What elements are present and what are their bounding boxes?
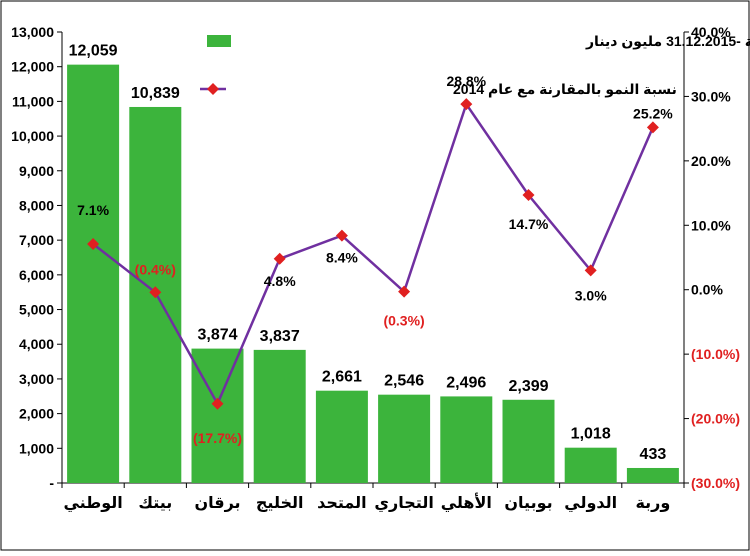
growth-line: [92, 101, 655, 407]
line-value-label: (17.7%): [193, 430, 242, 446]
bar-value-label: 433: [640, 446, 667, 463]
bar: [67, 64, 120, 484]
x-tick-label: الدولي: [564, 495, 617, 513]
y-right-tick-label: 10.0%: [691, 217, 731, 233]
legend-bar-label: قاعدة ودائع العملاء للبنوك الكويتية -31.…: [585, 33, 750, 50]
x-tick-label: الوطني: [63, 495, 122, 513]
axes-layer: - 1,000 2,000 3,000 4,000 5,000 6,000 7,000 8,00…: [11, 24, 740, 513]
y-left-tick-label: 4,000: [19, 336, 54, 352]
y-left-tick-label: 11,000: [12, 93, 54, 109]
line-point: [149, 286, 162, 299]
bar-value-label: 1,018: [571, 426, 611, 443]
line-point: [398, 285, 411, 298]
line-value-label: 7.1%: [77, 202, 109, 218]
bar-value-label: 2,546: [384, 373, 424, 390]
legend-bar-swatch: [207, 35, 231, 47]
y-left-tick-label: 2,000: [19, 406, 54, 422]
y-left-tick-label: 6,000: [19, 267, 54, 283]
line-point: [646, 121, 659, 134]
line-layer: [87, 98, 659, 410]
bars-layer: [67, 64, 679, 484]
bar-value-label: 3,837: [260, 328, 300, 345]
bar: [626, 467, 679, 483]
line-point: [335, 229, 348, 242]
bar-value-label: 2,496: [446, 374, 486, 391]
y-left-tick-label: 8,000: [19, 197, 54, 213]
y-right-tick-label: 20.0%: [691, 153, 731, 169]
y-left-tick-label: 7,000: [19, 232, 54, 248]
y-right-tick-label: 30.0%: [691, 88, 731, 104]
bar-value-label: 10,839: [131, 85, 180, 102]
y-left-tick-label: 5,000: [19, 302, 54, 318]
line-value-label: 28.8%: [446, 73, 486, 89]
x-tick-label: بيتك: [138, 495, 172, 512]
y-left-tick-label: 3,000: [19, 371, 54, 387]
line-value-label: 14.7%: [509, 216, 549, 232]
line-value-label: 8.4%: [326, 250, 358, 266]
line-point: [584, 264, 597, 277]
legend: قاعدة ودائع العملاء للبنوك الكويتية -31.…: [200, 33, 750, 98]
x-tick-label: برقان: [194, 495, 240, 512]
bar-value-label: 2,399: [508, 378, 548, 395]
line-value-label: 4.8%: [264, 273, 296, 289]
bar-value-label: 12,059: [69, 43, 118, 60]
bar: [253, 349, 306, 483]
bar-value-label: 3,874: [197, 327, 237, 344]
line-value-label: 25.2%: [633, 105, 673, 121]
legend-marker-icon: [207, 83, 219, 95]
y-left-tick-label: 9,000: [19, 163, 54, 179]
bar: [440, 396, 493, 483]
bar: [502, 399, 555, 483]
labels-layer: 12,059 10,839 3,874 3,837 2,661 2,546 2,496 2,3…: [69, 43, 674, 463]
y-left-tick-label: 13,000: [11, 24, 54, 40]
y-right-tick-label: (30.0%): [691, 475, 740, 491]
line-point: [273, 252, 286, 265]
x-tick-label: وربة: [635, 495, 670, 512]
x-tick-label: بوبيان: [504, 495, 552, 512]
line-value-label: (0.4%): [135, 261, 176, 277]
line-point: [211, 397, 224, 410]
x-tick-label: التجاري: [374, 495, 433, 513]
bar: [378, 394, 431, 483]
line-point: [87, 237, 100, 250]
x-tick-label: الأهلي: [441, 493, 492, 513]
y-left-tick-label: 12,000: [11, 59, 54, 75]
legend-line-label: نسبة النمو بالمقارنة مع عام 2014: [453, 81, 677, 98]
x-tick-label: الخليج: [256, 495, 304, 512]
y-right-tick-label: 40.0%: [691, 24, 731, 40]
bar-value-label: 2,661: [322, 369, 362, 386]
y-left-tick-label: 1,000: [19, 440, 54, 456]
line-value-label: 3.0%: [575, 287, 607, 303]
bar: [564, 447, 617, 483]
y-right-tick-label: 0.0%: [691, 282, 723, 298]
y-left-tick-label: -: [49, 475, 54, 491]
bar: [315, 390, 368, 483]
line-value-label: (0.3%): [383, 313, 424, 329]
y-right-tick-label: (20.0%): [691, 411, 740, 427]
line-point: [460, 98, 473, 111]
y-left-tick-label: 10,000: [11, 128, 54, 144]
x-tick-label: المتحد: [317, 495, 367, 512]
y-right-tick-label: (10.0%): [691, 346, 740, 362]
line-point: [522, 189, 535, 202]
